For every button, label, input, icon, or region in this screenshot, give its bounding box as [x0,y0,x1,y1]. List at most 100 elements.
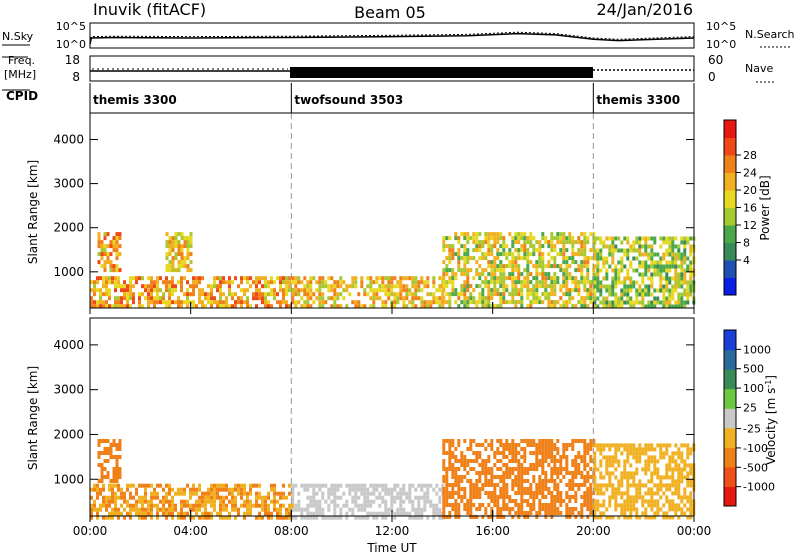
power-cells-cell [593,272,597,277]
vel-cells-cell [463,495,467,499]
power-cells-cell [526,264,530,269]
vel-cells-cell [150,495,153,500]
power-cells-cell [650,248,654,253]
power-cells-cell [668,292,672,297]
vel-cells-cell [668,503,672,508]
vel-cells-cell [168,511,171,516]
power-cells-cell [532,284,536,289]
vel-cells-cell [559,491,563,495]
vel-cells-cell [571,463,575,467]
vel-cells-cell [445,451,449,455]
vel-cells-cell [602,511,606,516]
power-cells-cell [574,280,578,285]
power-cells-cell [571,296,575,301]
power-cells-cell [472,232,476,237]
power-cells-cell [559,296,563,301]
vel-cells-cell [438,507,442,512]
vel-cells-cell [451,483,455,487]
power-cells-cell [366,284,370,289]
vel-cells-cell [429,483,433,488]
vel-cells-cell [635,511,639,516]
power-cells-cell [562,256,566,261]
power-cells-cell [466,284,470,289]
power-cells-cell [360,284,364,289]
vel-cells-cell [475,491,479,495]
power-cells-cell [499,272,503,277]
power-cells-cell [255,284,258,289]
vel-cells-cell [559,467,563,471]
vel-cells-cell [689,467,693,472]
vel-cells-cell [435,507,439,512]
vel-cells-cell [596,515,600,520]
vel-cells-cell [469,503,473,507]
vel-cells-cell [502,447,506,451]
power-cells-cell [448,280,452,285]
vel-cells-cell [162,507,165,512]
power-cells-cell [475,300,479,305]
vel-cells-cell [249,487,252,492]
power-cells-cell [363,288,367,293]
vel-cells-cell [641,495,645,500]
vel-cells-cell [487,471,491,475]
power-cells-cell [466,248,470,253]
power-cells-cell [240,300,243,305]
power-cells-cell [547,272,551,277]
power-cells-cell [526,248,530,253]
power-cells-cell [180,260,184,265]
power-cells-cell [583,256,587,261]
vel-cells-cell [593,499,597,504]
vel-cells-cell [414,511,418,516]
vel-cells-cell [300,515,304,520]
vel-cells-cell [396,507,400,512]
power-cells-cell [544,292,548,297]
power-cells-cell [550,276,554,281]
power-cells-cell [550,284,554,289]
vel-cells-cell [475,459,479,463]
vel-cells-cell [366,491,370,496]
power-cells-cell [177,244,181,249]
power-cells-cell [454,292,458,297]
vel-cells-cell [381,487,385,492]
power-cells-cell [520,296,524,301]
vel-cells-cell [511,443,515,447]
vel-cells-cell [333,491,337,496]
vel-cells-cell [478,451,482,455]
power-cells-cell [171,248,175,253]
power-cells-cell [589,248,593,253]
vel-cells-cell [312,491,316,496]
power-cells-cell [650,280,654,285]
vel-cells-cell [523,467,527,471]
power-cells-cell [623,276,627,281]
power-cells-cell [186,292,189,297]
vel-cells-cell [114,499,117,504]
vel-cells-cell [103,439,107,443]
power-cells-cell [656,260,660,265]
power-cells-cell [165,268,169,273]
power-cells-cell [111,280,114,285]
vel-cells-cell [288,515,291,520]
power-cells-cell [258,280,261,285]
vel-cells-cell [617,479,621,484]
vel-cells-cell [517,463,521,467]
colorbar-tick-label: 25 [743,401,757,414]
power-cells-cell [100,264,104,269]
vel-cells-cell [583,491,587,495]
vel-cells-cell [216,491,219,496]
vel-cells-cell [529,451,533,455]
power-cells-cell [644,236,648,241]
power-cells-cell [103,268,107,273]
power-cells-cell [106,244,110,249]
vel-cells-cell [249,503,252,508]
power-cells-cell [318,288,322,293]
vel-cells-cell [354,515,358,520]
vel-cells-cell [550,495,554,499]
power-cells-cell [490,288,494,293]
vel-cells-cell [608,475,612,480]
power-cells-cell [538,284,542,289]
vel-cells-cell [638,491,642,496]
vel-cells-cell [463,491,467,495]
power-cells-cell [180,276,183,281]
vel-cells-cell [255,499,258,504]
power-cells-cell [647,256,651,261]
power-cells-cell [318,284,322,289]
